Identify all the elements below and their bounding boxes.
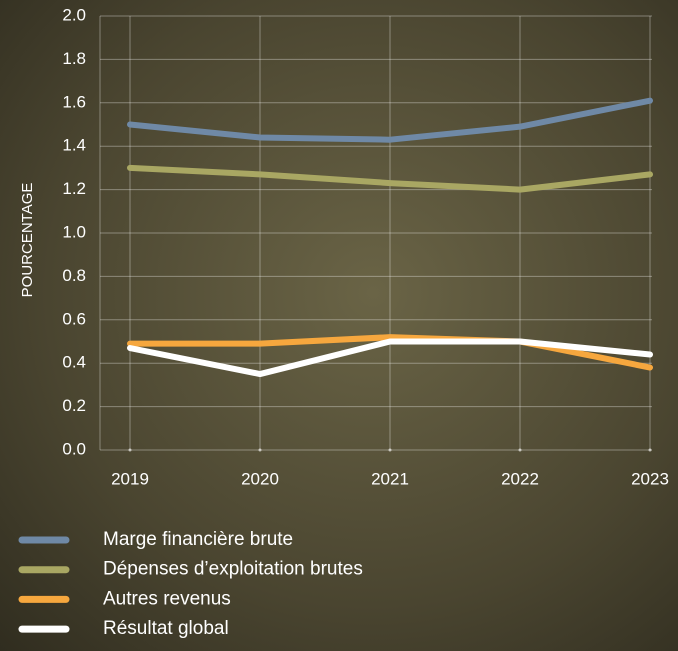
legend-label: Marge financière brute bbox=[103, 529, 293, 550]
legend-label: Autres revenus bbox=[103, 588, 231, 609]
x-tick-dot bbox=[259, 449, 262, 452]
x-tick-label: 2021 bbox=[371, 469, 409, 488]
x-tick-dot bbox=[519, 449, 522, 452]
y-tick-label: 0.4 bbox=[62, 353, 86, 372]
y-tick-label: 1.4 bbox=[62, 136, 86, 155]
chart: POURCENTAGE 0.0 0.2 0.4 0.6 0.8 1.0 1.2 1.4 1.6 1… bbox=[0, 0, 678, 651]
x-tick-label: 2023 bbox=[631, 469, 669, 488]
y-tick-label: 0.8 bbox=[62, 266, 86, 285]
x-tick-label: 2020 bbox=[241, 469, 279, 488]
x-tick-label: 2022 bbox=[501, 469, 539, 488]
y-tick-label: 1.0 bbox=[62, 222, 86, 241]
y-axis-label: POURCENTAGE bbox=[19, 183, 36, 298]
legend-label: Dépenses d’exploitation brutes bbox=[103, 559, 363, 580]
y-tick-label: 1.6 bbox=[62, 92, 86, 111]
legend-label: Résultat global bbox=[103, 618, 229, 639]
x-tick-label: 2019 bbox=[111, 469, 149, 488]
y-tick-label: 1.8 bbox=[62, 49, 86, 68]
y-tick-label: 0.0 bbox=[62, 439, 86, 458]
x-tick-dot bbox=[129, 449, 132, 452]
y-tick-label: 1.2 bbox=[62, 179, 86, 198]
y-tick-label: 0.6 bbox=[62, 309, 86, 328]
y-tick-label: 0.2 bbox=[62, 396, 86, 415]
x-tick-dot bbox=[649, 449, 652, 452]
x-tick-dot bbox=[389, 449, 392, 452]
background bbox=[0, 0, 678, 651]
y-tick-label: 2.0 bbox=[62, 5, 86, 24]
